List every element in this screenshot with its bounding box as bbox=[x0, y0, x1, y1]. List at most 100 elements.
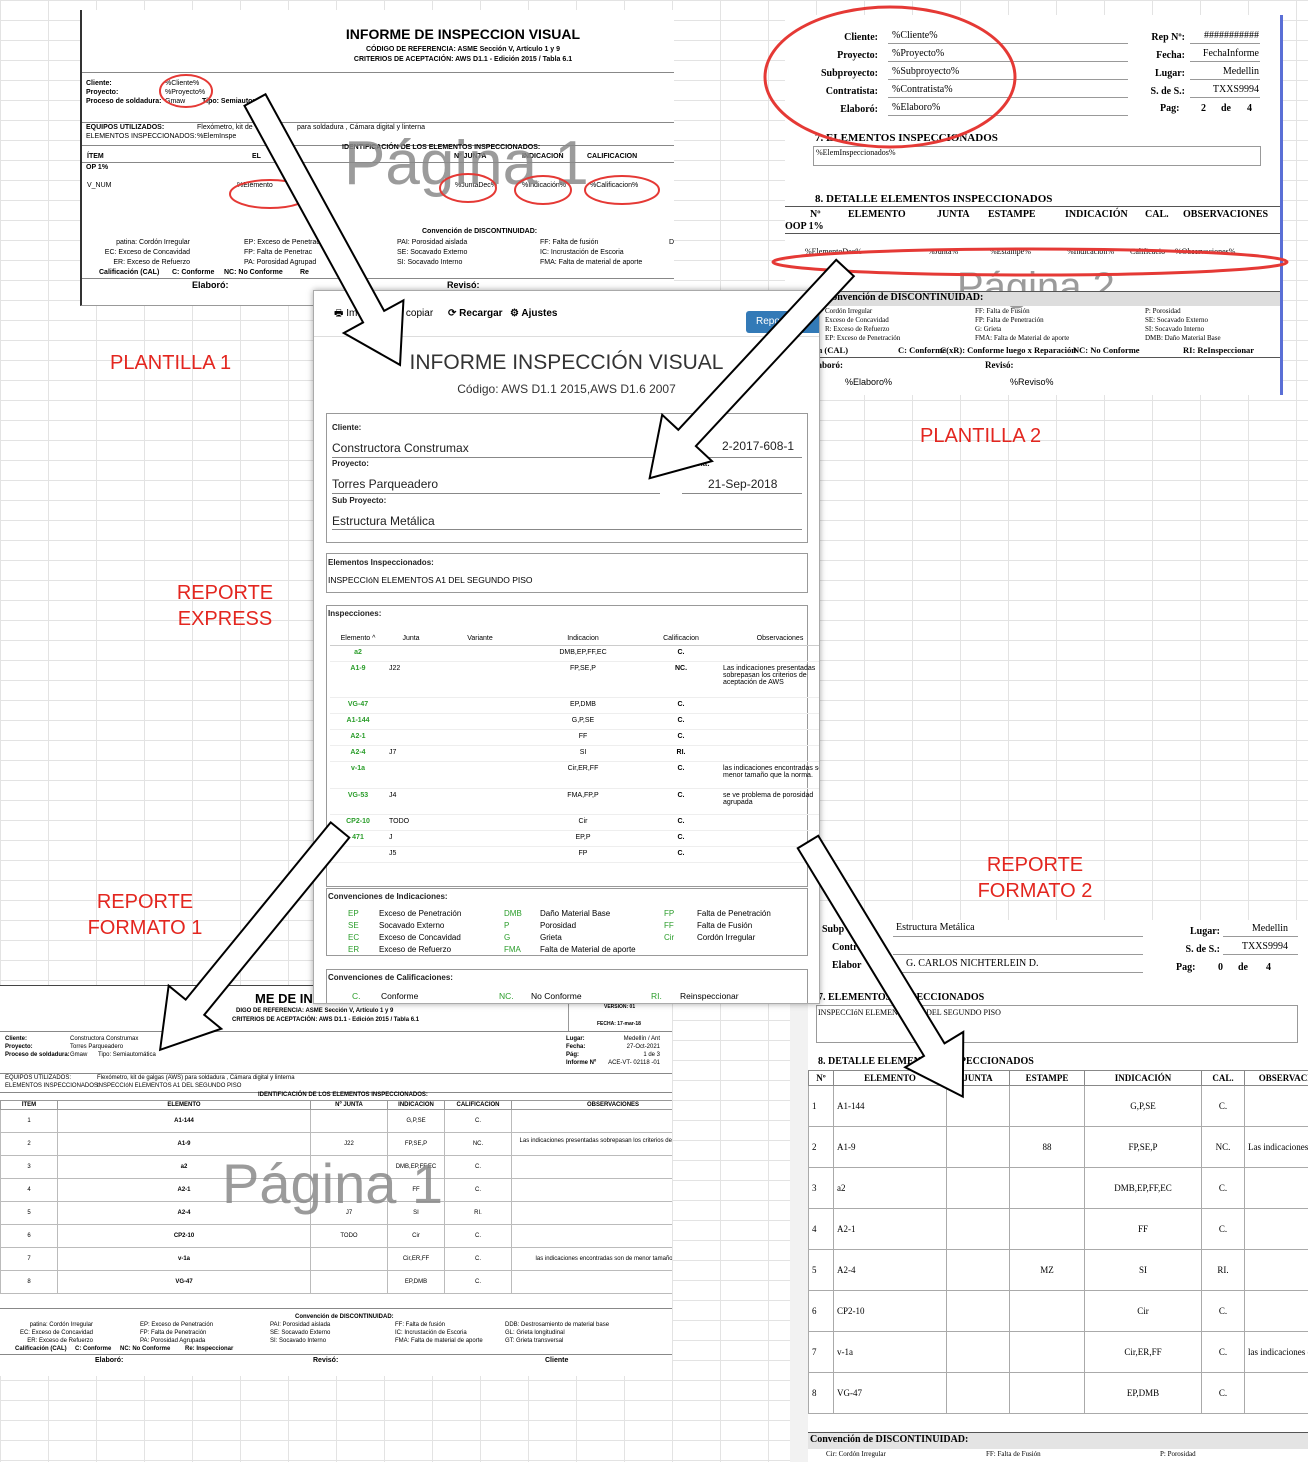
ind: Falta de Penetración bbox=[697, 909, 771, 918]
ind: Falta de Material de aporte bbox=[540, 945, 636, 954]
cell: RI. bbox=[1201, 1249, 1245, 1291]
frame bbox=[888, 97, 1128, 98]
row: 4 A2-1 FF C. bbox=[808, 1208, 1308, 1250]
column-header: INDICACIÓN bbox=[1084, 1070, 1202, 1086]
row: %Estampe% bbox=[990, 247, 1031, 256]
cell: Cir bbox=[524, 814, 642, 831]
cell bbox=[436, 846, 524, 863]
table: Elemento ^ Junta Variante Indicacion Calific… bbox=[330, 631, 819, 863]
cell: C. bbox=[1201, 1085, 1245, 1127]
pag: de bbox=[1221, 103, 1231, 114]
frame bbox=[1223, 936, 1298, 937]
icon: ⚙ bbox=[510, 308, 522, 319]
cell: 7 bbox=[808, 1331, 834, 1373]
cell: Las indicaciones presentadas sobrepasan … bbox=[511, 1132, 672, 1156]
cell: RI. bbox=[642, 745, 720, 762]
cell: CP2-10 bbox=[330, 814, 386, 831]
toolbar-button[interactable]: 🖶 Im bbox=[328, 303, 363, 325]
report[interactable]: Repor bbox=[746, 311, 819, 333]
cal: C: Conforme bbox=[898, 345, 946, 355]
elementos: ELEMENTOS INSPECCIONADOS: bbox=[86, 133, 197, 140]
ind: EC bbox=[348, 933, 360, 942]
fields: %Cliente% bbox=[165, 80, 200, 87]
pag: 4 bbox=[1247, 103, 1252, 114]
code: Código: AWS D1.1 2015,AWS D1.6 2007 bbox=[457, 382, 676, 396]
cal: Re: Inspeccionar bbox=[185, 1346, 234, 1352]
sub: Estructura Metálica bbox=[332, 514, 435, 528]
right: Fecha: bbox=[1156, 50, 1185, 61]
cal: Calificación (CAL) bbox=[99, 269, 160, 276]
cell: Las indicaciones presentadas sobrepasan … bbox=[720, 661, 819, 698]
cal: Reinspeccionar bbox=[680, 991, 739, 1001]
left: Subproyecto: bbox=[820, 68, 878, 79]
row: 4 A2-1 FF C. bbox=[0, 1178, 672, 1202]
sort-icon[interactable]: ^ bbox=[370, 634, 376, 642]
right: 1 de 3 bbox=[643, 1052, 660, 1058]
convencion: Convención de DISCONTINUIDAD: bbox=[295, 1314, 394, 1320]
row: 8 VG-47 EP,DMB C. bbox=[808, 1372, 1308, 1414]
left: Contratista: bbox=[825, 86, 878, 97]
conv: GT: Grieta transversal bbox=[505, 1338, 564, 1344]
conv: FF: Falta de Fusión bbox=[986, 1450, 1041, 1458]
cell bbox=[946, 1085, 1010, 1127]
fields: Proceso de soldadura: bbox=[86, 98, 162, 105]
header-row: Elemento ^ Junta Variante Indicacion Calific… bbox=[330, 631, 819, 646]
frame bbox=[888, 79, 1128, 80]
fields: Proyecto: bbox=[86, 89, 119, 96]
row: %Elemento bbox=[237, 182, 273, 189]
toolbar-button[interactable]: ⧉ copiar bbox=[390, 303, 439, 325]
footer: Elaboró: bbox=[192, 280, 229, 290]
pag: 0 bbox=[1218, 962, 1223, 973]
toolbar-button[interactable]: ⟳ Recargar bbox=[442, 303, 509, 325]
icon: ⧉ bbox=[396, 308, 406, 319]
headers: INDICACION bbox=[522, 153, 564, 160]
conv: IC: Incrustación de Escoria bbox=[540, 249, 624, 256]
right: S. de S.: bbox=[1185, 944, 1220, 955]
ind: Exceso de Concavidad bbox=[379, 933, 461, 942]
frame bbox=[888, 61, 1128, 62]
cell: VG-47 bbox=[833, 1372, 947, 1414]
conv: IC: Incrustación de Escoria bbox=[395, 1330, 467, 1336]
conv: Cir: Cordón Irregular bbox=[826, 1450, 886, 1458]
frame bbox=[785, 206, 1280, 234]
cell: MZ bbox=[1009, 1249, 1085, 1291]
left: Elaboró: bbox=[840, 104, 878, 115]
row: a2 DMB,EP,FF,EC C. bbox=[330, 645, 819, 662]
cell: v-1a bbox=[833, 1331, 947, 1373]
frame bbox=[332, 493, 660, 494]
cell: 1 bbox=[0, 1109, 58, 1133]
row: 8 VG-47 EP,DMB C. bbox=[0, 1270, 672, 1294]
conv: R: Exceso de Refuerzo bbox=[825, 325, 890, 333]
reporte-express: 🖶 Im ⧉ copiar ⟳ Recargar ⚙ Ajustes Repor INFO… bbox=[313, 290, 820, 1004]
headers: INDICACIÓN bbox=[1065, 209, 1128, 220]
column-header: OBSERVACIONES bbox=[511, 1100, 672, 1110]
watermark: Página 1 bbox=[222, 1152, 444, 1215]
toolbar-button[interactable]: ⚙ Ajustes bbox=[504, 303, 564, 325]
conv: SI: Socavado Interno bbox=[397, 259, 463, 266]
ind: DMB bbox=[504, 909, 522, 918]
cell: J5 bbox=[386, 846, 436, 863]
cell bbox=[1009, 1372, 1085, 1414]
column-header: CALIFICACION bbox=[444, 1100, 512, 1110]
cell bbox=[436, 761, 524, 789]
right: Rep Nº: bbox=[1151, 32, 1185, 43]
cell bbox=[511, 1155, 672, 1179]
cliente-label: Cliente: bbox=[332, 423, 362, 432]
cell: TODO bbox=[386, 814, 436, 831]
column-header: Indicacion bbox=[524, 631, 642, 646]
elementos: INSPECCIóN ELEMENTOS A1 DEL SEGUNDO PISO bbox=[97, 1083, 242, 1089]
label: PLANTILLA 2 bbox=[920, 425, 1042, 447]
cell bbox=[1244, 1249, 1308, 1291]
conv: FP: Falta de Penetración bbox=[975, 316, 1044, 324]
cell: NC. bbox=[1201, 1126, 1245, 1168]
left: %Elaboro% bbox=[892, 102, 941, 113]
equipos: Flexómetro, kit de bbox=[197, 124, 253, 131]
headers: OBSERVACIONES bbox=[1183, 209, 1269, 220]
frame bbox=[82, 278, 674, 279]
cell: G,P,SE bbox=[387, 1109, 445, 1133]
cell bbox=[720, 745, 819, 762]
cell: FP,SE,P bbox=[1084, 1126, 1202, 1168]
footer: Elaboró: bbox=[95, 1357, 124, 1364]
headers: CAL. bbox=[1145, 209, 1169, 220]
